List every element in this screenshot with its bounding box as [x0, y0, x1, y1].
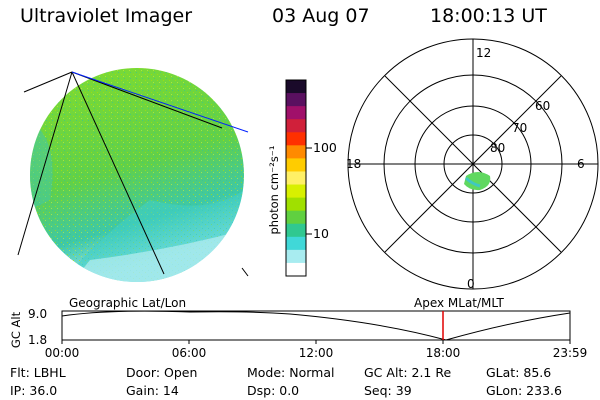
time-label: 18:00:13 UT	[430, 5, 547, 27]
auroral-oval-patch	[464, 172, 491, 191]
colorbar-segment	[286, 171, 306, 186]
filter-info: Flt: LBHL	[10, 365, 66, 380]
dsp-info: Dsp: 0.0	[247, 383, 299, 398]
polar-label-0: 0	[467, 277, 475, 291]
mode-info: Mode: Normal	[247, 365, 334, 380]
timeline-tick-1200: 12:00	[299, 346, 334, 360]
gain-info: Gain: 14	[126, 383, 179, 398]
timeline-ylabel: GC Alt	[9, 311, 23, 348]
colorbar-segment	[286, 249, 306, 264]
colorbar-segment	[286, 184, 306, 199]
timeline-tick-2359: 23:59	[553, 346, 588, 360]
glat-info: GLat: 85.6	[486, 365, 551, 380]
colorbar-segment	[286, 132, 306, 146]
polar-ring-60: 60	[535, 99, 550, 113]
timeline-tick-1800: 18:00	[426, 346, 461, 360]
colorbar-segment	[286, 197, 306, 212]
seq-info: Seq: 39	[364, 383, 412, 398]
colorbar-segment	[286, 236, 306, 251]
polar-plot	[347, 38, 599, 290]
app-title: Ultraviolet Imager	[20, 5, 193, 27]
colorbar-segment	[286, 145, 306, 159]
colorbar-segment	[286, 80, 306, 94]
altitude-timeline: Geographic Lat/Lon Apex MLat/MLT GC Alt …	[9, 296, 587, 360]
polar-label-6: 6	[577, 157, 585, 171]
colorbar-segment	[286, 223, 306, 238]
timeline-ymin: 1.8	[28, 333, 47, 347]
uv-image-disk	[17, 68, 249, 282]
ip-info: IP: 36.0	[10, 383, 57, 398]
timeline-right-label: Apex MLat/MLT	[414, 296, 504, 310]
terminator-line	[71, 71, 249, 133]
colorbar-tick-10: 10	[313, 226, 329, 241]
colorbar-segment	[286, 262, 306, 277]
timeline-left-label: Geographic Lat/Lon	[69, 296, 186, 310]
colorbar: 100 10 photon cm⁻²s⁻¹	[267, 79, 337, 277]
timeline-tick-0000: 00:00	[45, 346, 80, 360]
polar-ring-80: 80	[490, 141, 505, 155]
colorbar-segment	[286, 93, 306, 107]
info-panel: Flt: LBHL IP: 36.0 Door: Open Gain: 14 M…	[10, 365, 562, 398]
date-label: 03 Aug 07	[272, 5, 370, 27]
colorbar-label: photon cm⁻²s⁻¹	[267, 146, 281, 235]
gc-alt-info: GC Alt: 2.1 Re	[364, 365, 451, 380]
glon-info: GLon: 233.6	[486, 383, 562, 398]
polar-label-12: 12	[476, 46, 491, 60]
colorbar-segment	[286, 106, 306, 120]
polar-label-18: 18	[346, 157, 361, 171]
colorbar-segment	[286, 119, 306, 133]
timeline-ymax: 9.0	[28, 307, 47, 321]
timeline-tick-0600: 06:00	[172, 346, 207, 360]
colorbar-segment	[286, 158, 306, 172]
polar-ring-70: 70	[512, 121, 527, 135]
colorbar-segment	[286, 210, 306, 225]
map-grid-lines	[17, 71, 249, 277]
door-info: Door: Open	[126, 365, 197, 380]
colorbar-tick-100: 100	[313, 140, 337, 155]
